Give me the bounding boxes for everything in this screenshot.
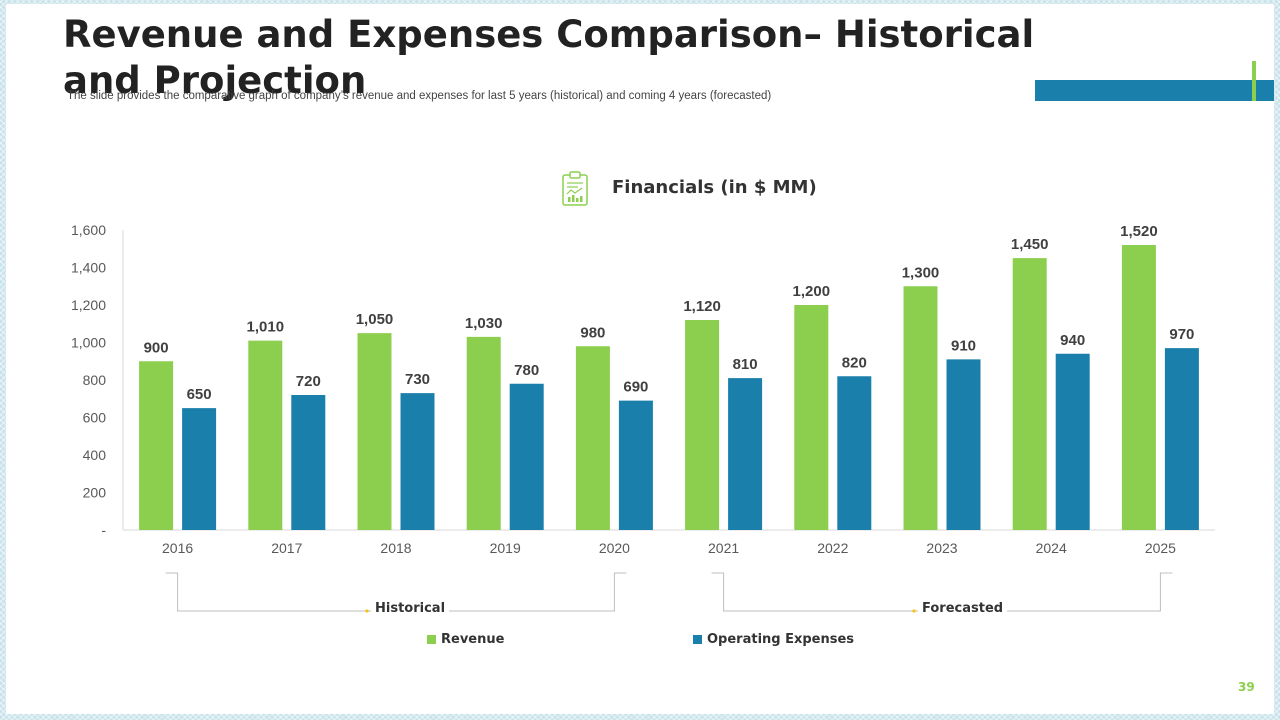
x-tick-label: 2019: [490, 540, 521, 556]
revenue-bar: [1121, 245, 1156, 530]
revenue-data-label: 1,200: [793, 283, 831, 300]
revenue-data-label: 1,050: [356, 311, 394, 328]
expenses-data-label: 810: [733, 356, 758, 373]
slide-subtitle: The slide provides the comparative graph…: [67, 90, 772, 102]
x-tick-label: 2017: [271, 540, 302, 556]
revenue-data-label: 1,120: [683, 298, 721, 315]
slide-title: Revenue and Expenses Comparison– Histori…: [63, 13, 1035, 102]
expenses-bar: [728, 378, 763, 530]
x-tick-label: 2023: [926, 540, 957, 556]
accent-bar: [1035, 80, 1274, 101]
expenses-bar: [837, 376, 872, 530]
revenue-bar: [794, 305, 829, 530]
revenue-data-label: 980: [580, 324, 605, 341]
legend-expenses-label: Operating Expenses: [707, 632, 855, 647]
historical-label: Historical: [371, 601, 450, 616]
x-tick-label: 2021: [708, 540, 739, 556]
expenses-data-label: 650: [187, 386, 212, 403]
x-tick-label: 2018: [380, 540, 411, 556]
revenue-bar: [1012, 258, 1047, 530]
expenses-bar: [509, 383, 544, 530]
revenue-bar: [575, 346, 610, 530]
y-tick-label: -: [101, 522, 106, 538]
revenue-data-label: 900: [144, 339, 169, 356]
y-tick-label: 600: [83, 410, 107, 426]
expenses-data-label: 910: [951, 337, 976, 354]
expenses-data-label: 720: [296, 373, 321, 390]
legend-revenue-swatch: [427, 635, 436, 644]
x-tick-label: 2024: [1036, 540, 1067, 556]
revenue-data-label: 1,520: [1120, 223, 1158, 240]
legend-revenue: Revenue: [427, 632, 504, 647]
y-tick-label: 200: [83, 485, 107, 501]
legend-expenses-swatch: [693, 635, 702, 644]
expenses-bar: [1164, 348, 1199, 530]
y-tick-label: 1,400: [71, 260, 106, 276]
expenses-bar: [1055, 353, 1090, 530]
revenue-data-label: 1,300: [902, 264, 940, 281]
revenue-bar: [466, 336, 501, 530]
expenses-data-label: 690: [623, 379, 648, 396]
x-tick-label: 2022: [817, 540, 848, 556]
expenses-data-label: 730: [405, 371, 430, 388]
revenue-bar: [248, 340, 283, 530]
revenue-bar: [903, 286, 938, 530]
revenue-bar: [139, 361, 174, 530]
revenue-data-label: 1,450: [1011, 236, 1049, 253]
x-tick-label: 2016: [162, 540, 193, 556]
expenses-bar: [946, 359, 981, 530]
x-tick-label: 2020: [599, 540, 630, 556]
expenses-data-label: 940: [1060, 332, 1085, 349]
expenses-data-label: 820: [842, 354, 867, 371]
page-number: 39: [1238, 680, 1255, 694]
expenses-bar: [400, 393, 435, 530]
expenses-data-label: 970: [1169, 326, 1194, 343]
expenses-bar: [291, 395, 326, 530]
forecasted-label: Forecasted: [918, 601, 1008, 616]
revenue-bar: [357, 333, 392, 530]
forecasted-bracket-dot: [912, 609, 916, 613]
expenses-data-label: 780: [514, 362, 539, 379]
expenses-bar: [618, 400, 653, 530]
y-tick-label: 400: [83, 447, 107, 463]
expenses-bar: [182, 408, 217, 530]
y-tick-label: 1,200: [71, 297, 106, 313]
legend-revenue-label: Revenue: [441, 632, 505, 647]
revenue-data-label: 1,030: [465, 315, 503, 332]
accent-line: [1252, 61, 1256, 101]
y-tick-label: 1,000: [71, 335, 106, 351]
revenue-data-label: 1,010: [247, 319, 285, 336]
legend-expenses: Operating Expenses: [693, 632, 854, 647]
historical-bracket-dot: [365, 609, 369, 613]
revenue-bar: [685, 320, 720, 530]
financial-report-icon: [560, 170, 590, 208]
y-tick-label: 800: [83, 372, 107, 388]
chart-title: Financials (in $ MM): [612, 177, 817, 198]
x-tick-label: 2025: [1145, 540, 1176, 556]
y-tick-label: 1,600: [71, 222, 106, 238]
